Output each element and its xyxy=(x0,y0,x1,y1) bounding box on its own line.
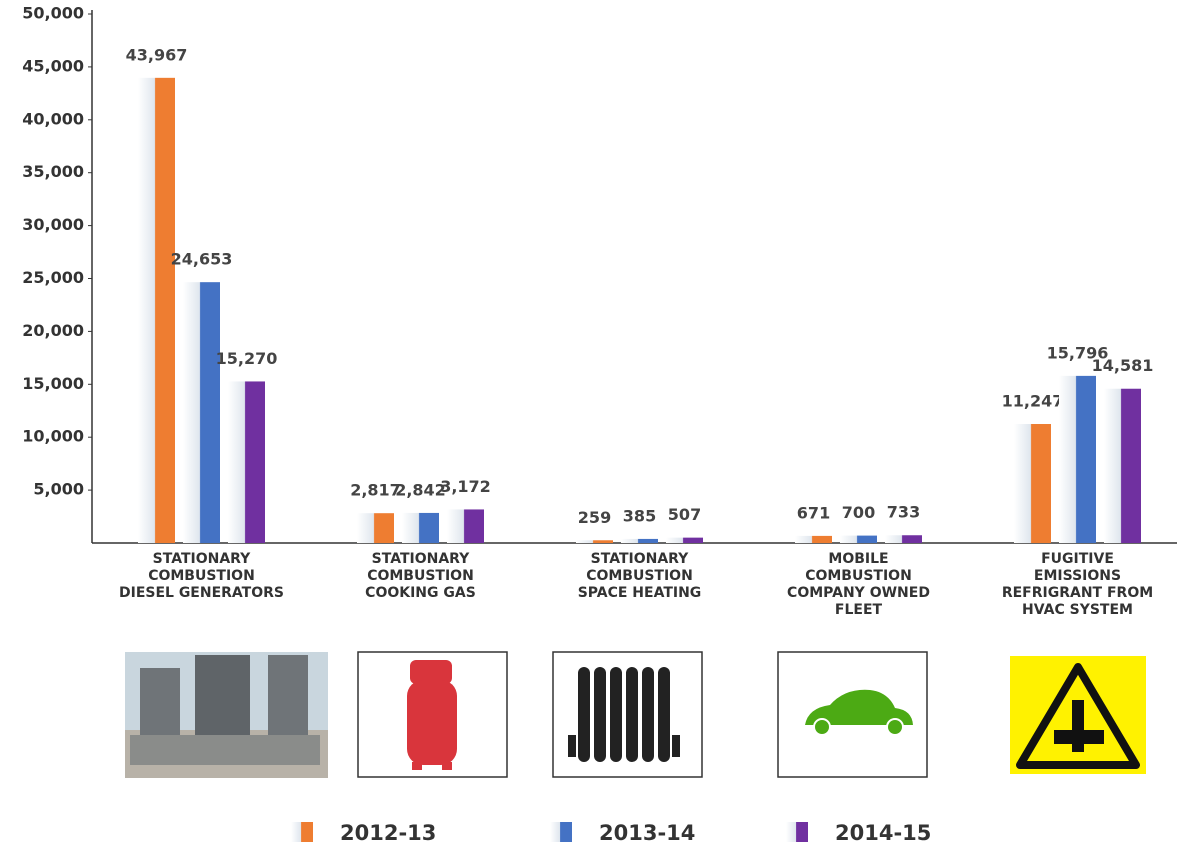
value-label: 14,581 xyxy=(1092,356,1154,375)
value-label: 733 xyxy=(887,503,920,522)
value-label: 3,172 xyxy=(440,477,491,496)
bar xyxy=(1059,375,1096,543)
y-tick-label: 15,000 xyxy=(22,374,84,393)
value-label: 15,270 xyxy=(216,349,278,368)
bar xyxy=(885,535,922,543)
y-tick-label: 20,000 xyxy=(22,321,84,340)
bar xyxy=(666,537,703,543)
legend-swatch xyxy=(550,822,572,842)
value-label: 2,842 xyxy=(395,480,446,499)
bar xyxy=(228,381,265,543)
y-tick-label: 30,000 xyxy=(22,215,84,234)
bar xyxy=(138,77,175,544)
legend-label: 2014-15 xyxy=(835,821,931,845)
value-label: 259 xyxy=(578,508,611,527)
legend-swatch xyxy=(786,822,808,842)
x-tick-label: STATIONARY COMBUSTION SPACE HEATING xyxy=(577,551,702,601)
icon-radiator xyxy=(552,651,703,778)
value-label: 43,967 xyxy=(126,45,188,64)
x-tick-label: FUGITIVE EMISSIONS REFRIGRANT FROM HVAC … xyxy=(1001,551,1154,618)
y-tick-label: 50,000 xyxy=(22,4,84,23)
bar xyxy=(1104,388,1141,543)
bar xyxy=(357,513,394,543)
icon-generators xyxy=(125,652,328,778)
bar xyxy=(183,282,220,543)
x-tick-label: STATIONARY COMBUSTION COOKING GAS xyxy=(365,551,476,601)
bar xyxy=(840,535,877,543)
value-label: 24,653 xyxy=(171,250,233,269)
bar xyxy=(1014,424,1051,543)
value-label: 2,817 xyxy=(350,481,401,500)
x-tick-label: STATIONARY COMBUSTION DIESEL GENERATORS xyxy=(118,551,284,601)
y-tick-label: 40,000 xyxy=(22,109,84,128)
bar xyxy=(576,540,613,543)
icon-car xyxy=(777,651,928,778)
value-label: 15,796 xyxy=(1047,343,1109,362)
icon-gas xyxy=(357,651,508,778)
bar xyxy=(621,538,658,543)
y-tick-label: 5,000 xyxy=(33,480,84,499)
value-label: 11,247 xyxy=(1002,392,1064,411)
bar xyxy=(447,509,484,543)
value-label: 671 xyxy=(797,503,830,522)
legend-label: 2013-14 xyxy=(599,821,695,845)
bar xyxy=(795,535,832,543)
y-tick-label: 25,000 xyxy=(22,268,84,287)
legend-swatch xyxy=(291,822,313,842)
y-tick-label: 45,000 xyxy=(22,56,84,75)
y-tick-label: 35,000 xyxy=(22,162,84,181)
bar xyxy=(402,512,439,543)
value-label: 507 xyxy=(668,505,701,524)
legend-label: 2012-13 xyxy=(340,821,436,845)
y-tick-label: 10,000 xyxy=(22,427,84,446)
value-label: 385 xyxy=(623,506,656,525)
value-label: 700 xyxy=(842,503,875,522)
x-tick-label: MOBILE COMBUSTION COMPANY OWNED FLEET xyxy=(787,551,930,618)
icon-hazard xyxy=(1010,656,1146,774)
